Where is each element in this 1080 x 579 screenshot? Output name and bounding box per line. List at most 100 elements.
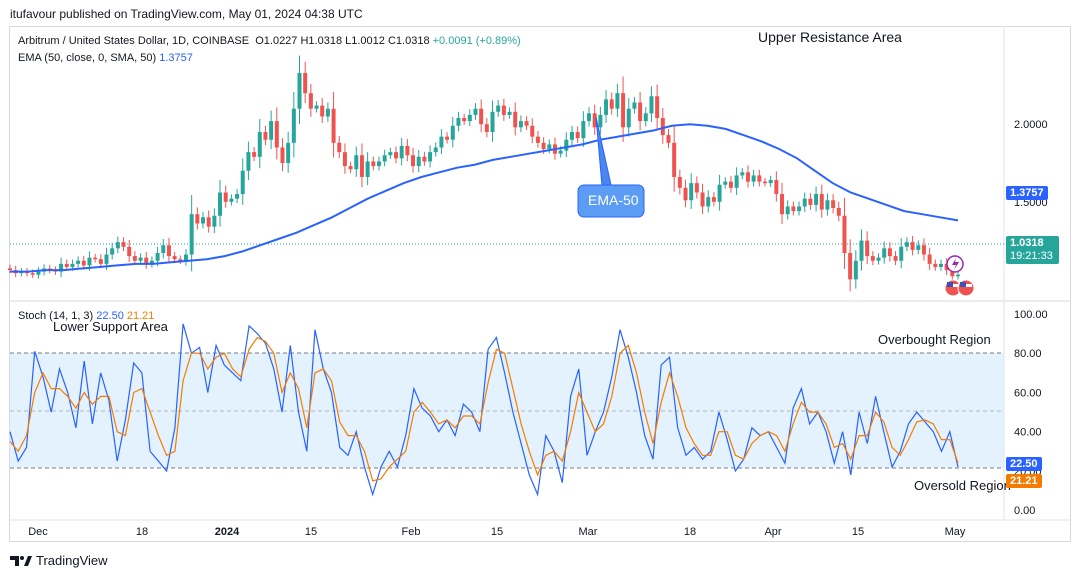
candle-body (910, 242, 915, 250)
candle-body (166, 245, 171, 257)
candle-body (36, 271, 41, 275)
candle-body (768, 180, 773, 184)
symbol-legend: Arbitrum / United States Dollar, 1D, COI… (18, 35, 521, 47)
candle-body (269, 121, 274, 140)
stoch-d-badge: 21.21 (1006, 474, 1042, 488)
candle-body (632, 102, 637, 109)
flag-canton (947, 282, 953, 287)
candle-body (161, 245, 166, 253)
candle-body (774, 180, 779, 195)
candle-body (808, 198, 813, 205)
stoch-tick-label: 0.00 (1014, 505, 1035, 517)
candle-body (780, 194, 785, 215)
flag-canton (960, 282, 966, 287)
candle-body (411, 155, 416, 167)
candle-body (450, 125, 455, 140)
time-tick-label: 15 (852, 526, 864, 538)
candle-body (950, 270, 955, 277)
candle-body (371, 161, 376, 167)
candle-body (286, 142, 291, 163)
candle-body (660, 118, 665, 136)
candle-body (376, 161, 381, 167)
candle-body (587, 113, 592, 122)
candle-body (655, 96, 660, 118)
candle-body (473, 108, 478, 115)
candle-body (927, 254, 932, 264)
candle-body (337, 142, 342, 153)
candle-body (201, 217, 206, 224)
ohlc-open: O1.0227 (255, 35, 298, 47)
candle-body (115, 242, 120, 249)
time-tick-label: 2024 (215, 526, 240, 538)
oversold-label: Oversold Region (914, 478, 1011, 493)
candle-body (365, 161, 370, 177)
tradingview-footer[interactable]: TradingView (10, 553, 108, 568)
candle-body (882, 248, 887, 258)
candle-body (445, 136, 450, 140)
candle-body (405, 145, 410, 156)
candle-body (649, 96, 654, 114)
ema-legend: EMA (50, close, 0, SMA, 50) 1.3757 (18, 52, 193, 64)
candle-body (638, 102, 643, 122)
ema-line (10, 123, 959, 273)
time-tick-label: 15 (491, 526, 503, 538)
ema-label: EMA (50, close, 0, SMA, 50) (18, 52, 157, 64)
time-ticks-group: Dec 18 2024 15 Feb 15 Mar 18 Apr 15 May (28, 526, 966, 538)
time-tick-label: May (945, 526, 966, 538)
candle-body (899, 246, 904, 261)
candle-body (320, 105, 325, 117)
candle-body (132, 256, 137, 261)
candle-body (303, 73, 308, 94)
candle-body (479, 108, 484, 125)
stoch-tick-label: 80.00 (1014, 348, 1042, 360)
candle-body (604, 99, 609, 115)
candle-body (507, 111, 512, 115)
candle-body (235, 194, 240, 199)
candle-body (291, 108, 296, 143)
candle-body (8, 268, 12, 271)
symbol-title: Arbitrum / United States Dollar, 1D, COI… (18, 35, 250, 47)
time-tick-label: Feb (402, 526, 421, 538)
candle-body (615, 93, 620, 109)
stoch-tick-label: 100.00 (1014, 309, 1048, 321)
candle-body (314, 105, 319, 109)
candle-body (887, 248, 892, 257)
candle-body (64, 263, 69, 267)
candle-body (814, 194, 819, 205)
lower-support-label: Lower Support Area (53, 319, 168, 334)
time-tick-label: 18 (684, 526, 696, 538)
candle-body (893, 256, 898, 261)
candle-body (439, 136, 444, 148)
ema-callout-pointer (595, 116, 612, 187)
candle-body (297, 73, 302, 109)
candle-body (592, 113, 597, 128)
candle-body (257, 131, 262, 157)
ema-callout-label: EMA-50 (588, 192, 639, 208)
candle-body (280, 147, 285, 163)
candle-body (762, 181, 767, 184)
candle-body (723, 181, 728, 185)
candle-body (535, 136, 540, 143)
candle-body (501, 105, 506, 115)
candle-body (621, 93, 626, 128)
candle-body (325, 108, 330, 117)
candle-body (694, 183, 699, 193)
price-tick-label: 2.0000 (1014, 119, 1048, 131)
candle-body (513, 111, 518, 128)
candle-body (212, 215, 217, 227)
candle-body (819, 194, 824, 210)
candle-body (359, 155, 364, 177)
candle-body (609, 99, 614, 109)
ohlc-high: H1.0318 (300, 35, 343, 47)
candle-body (189, 214, 194, 255)
time-tick-label: 18 (136, 526, 148, 538)
candle-body (677, 176, 682, 188)
candle-body (172, 256, 177, 260)
candle-body (836, 208, 841, 216)
candle-body (81, 260, 86, 266)
ema-value: 1.3757 (159, 52, 193, 64)
candle-body (575, 131, 580, 139)
candle-body (399, 145, 404, 159)
tradingview-logo-icon (10, 555, 32, 566)
